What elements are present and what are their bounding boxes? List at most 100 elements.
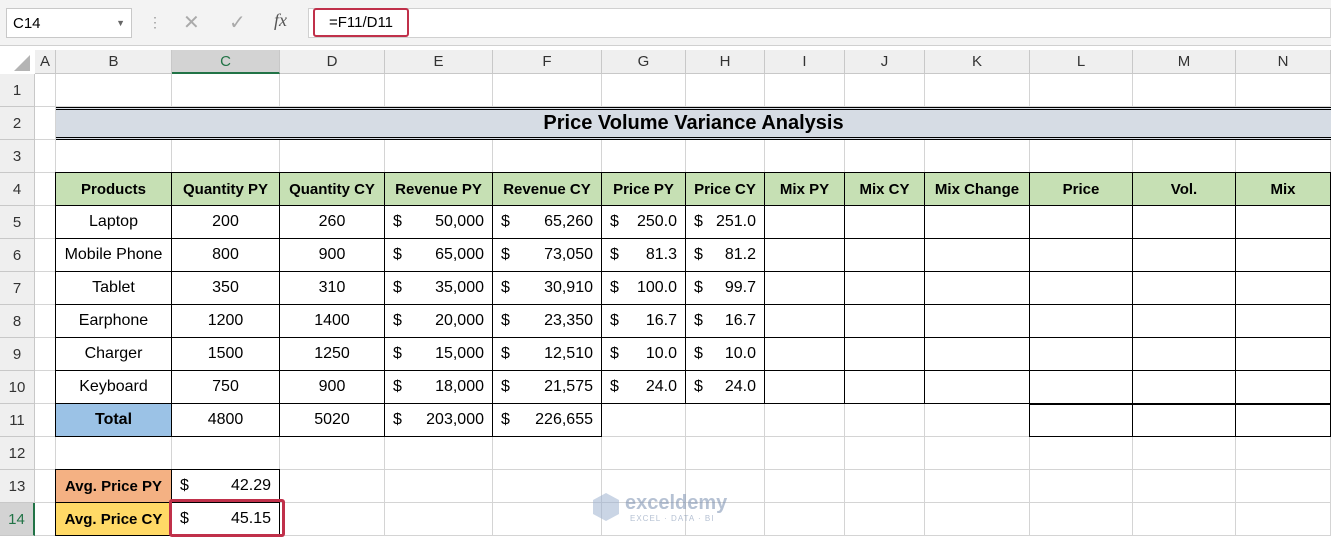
grid-cell [280, 437, 385, 470]
row-header[interactable]: 9 [0, 338, 35, 371]
grid-cell [925, 74, 1030, 107]
amount: 65,260 [544, 213, 593, 230]
currency-symbol: $ [393, 378, 402, 395]
currency-symbol: $ [694, 378, 703, 395]
select-all[interactable] [14, 55, 30, 71]
header-text: Quantity CY [289, 180, 375, 198]
grid-cell [765, 503, 845, 536]
row-header[interactable]: 13 [0, 470, 35, 503]
grid-cell [493, 503, 602, 536]
grid-cell [280, 74, 385, 107]
grid-cell [686, 503, 765, 536]
table-cell [1029, 337, 1133, 371]
table-cell: $16.7 [601, 304, 686, 338]
table-cell: Tablet [55, 271, 172, 305]
row-header[interactable]: 11 [0, 404, 35, 437]
table-cell [924, 271, 1030, 305]
row-header[interactable]: 10 [0, 371, 35, 404]
table-cell: $12,510 [492, 337, 602, 371]
table-header-cell: Price [1029, 172, 1133, 206]
table-cell [1029, 370, 1133, 404]
table-cell [1029, 403, 1133, 437]
header-text: Price PY [613, 180, 674, 198]
column-header[interactable]: N [1236, 50, 1331, 74]
row-header[interactable]: 4 [0, 173, 35, 206]
grid-cell [35, 437, 56, 470]
currency-symbol: $ [393, 312, 402, 329]
table-cell [1235, 205, 1331, 239]
currency-symbol: $ [501, 246, 510, 263]
cell-text: 900 [318, 246, 346, 263]
amount: 12,510 [544, 345, 593, 362]
enter-icon[interactable]: ✓ [229, 12, 246, 34]
column-header[interactable]: F [493, 50, 602, 74]
column-header[interactable]: L [1030, 50, 1133, 74]
amount: 81.3 [645, 246, 677, 263]
amount: 250.0 [636, 213, 677, 230]
grid-cell [172, 437, 280, 470]
header-text: Mix [1270, 180, 1296, 198]
grid-cell [35, 140, 56, 173]
column-header[interactable]: E [385, 50, 493, 74]
grid-cell [385, 140, 493, 173]
column-header[interactable]: K [925, 50, 1030, 74]
name-box-text: C14 [13, 14, 41, 32]
row-header[interactable]: 14 [0, 503, 35, 536]
grid-cell [845, 404, 925, 437]
table-cell [1132, 304, 1236, 338]
grid-cell [602, 140, 686, 173]
table-cell: $81.3 [601, 238, 686, 272]
separator-dots: ⋮ [148, 14, 162, 30]
formula-input[interactable] [308, 8, 1331, 38]
header-text: Quantity PY [182, 180, 268, 198]
grid-cell [35, 173, 56, 206]
cancel-icon[interactable]: ✕ [183, 12, 200, 34]
grid-cell [602, 74, 686, 107]
table-cell: 900 [279, 370, 385, 404]
row-header[interactable]: 3 [0, 140, 35, 173]
grid-cell [35, 503, 56, 536]
cell-text: Laptop [89, 213, 138, 230]
currency-symbol: $ [393, 279, 402, 296]
grid-cell [1236, 503, 1331, 536]
row-header[interactable]: 12 [0, 437, 35, 470]
column-header[interactable]: G [602, 50, 686, 74]
grid-cell [925, 140, 1030, 173]
currency-symbol: $ [393, 246, 402, 263]
currency-symbol: $ [694, 312, 703, 329]
grid-cell [765, 404, 845, 437]
table-cell: $24.0 [601, 370, 686, 404]
table-cell [1029, 205, 1133, 239]
function-icon[interactable]: fx [274, 10, 287, 30]
column-header[interactable]: I [765, 50, 845, 74]
column-header[interactable]: H [686, 50, 765, 74]
table-cell [1235, 238, 1331, 272]
column-header[interactable]: M [1133, 50, 1236, 74]
table-cell [1132, 370, 1236, 404]
name-box[interactable]: C14 ▼ [6, 8, 132, 38]
cell-text: 750 [212, 378, 239, 395]
table-cell: Earphone [55, 304, 172, 338]
cell-text: 800 [212, 246, 239, 263]
row-header[interactable]: 2 [0, 107, 35, 140]
row-header[interactable]: 7 [0, 272, 35, 305]
cell-text: 4800 [207, 411, 244, 428]
column-header[interactable]: B [56, 50, 172, 74]
amount: 24.0 [724, 378, 756, 395]
table-cell: $73,050 [492, 238, 602, 272]
column-header[interactable]: A [35, 50, 56, 74]
column-header[interactable]: J [845, 50, 925, 74]
column-header[interactable]: C [172, 50, 280, 74]
currency-symbol: $ [501, 345, 510, 362]
currency-symbol: $ [694, 279, 703, 296]
table-cell [1132, 337, 1236, 371]
row-header[interactable]: 5 [0, 206, 35, 239]
row-header[interactable]: 6 [0, 239, 35, 272]
grid-cell [925, 470, 1030, 503]
table-cell [1235, 337, 1331, 371]
row-header[interactable]: 1 [0, 74, 35, 107]
column-header[interactable]: D [280, 50, 385, 74]
grid-cell [493, 74, 602, 107]
row-header[interactable]: 8 [0, 305, 35, 338]
